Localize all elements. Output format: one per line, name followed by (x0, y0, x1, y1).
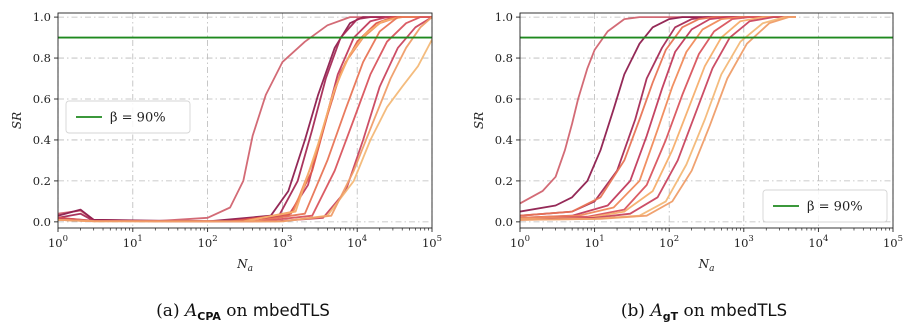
legend-box (65, 100, 191, 134)
x-tick-base: 10 (48, 236, 63, 250)
y-tick-label: 0.2 (33, 174, 51, 188)
x-tick-exponent: 2 (674, 234, 679, 244)
x-tick-exponent: 3 (748, 234, 753, 244)
x-tick-label: 102 (659, 234, 679, 250)
series-line-8 (520, 16, 796, 220)
series-line-7 (520, 16, 796, 220)
x-tick-label: 103 (734, 234, 754, 250)
x-tick-exponent: 4 (823, 234, 828, 244)
x-tick-exponent: 0 (525, 234, 530, 244)
x-tick-exponent: 0 (63, 234, 68, 244)
x-tick-label: 105 (883, 234, 903, 250)
x-tick-base: 10 (585, 236, 600, 250)
y-tick-label: 1.0 (495, 10, 513, 24)
x-tick-exponent: 4 (362, 234, 367, 244)
series-line-1 (520, 16, 796, 205)
series-line-11 (520, 16, 796, 221)
axes-frame (57, 12, 433, 229)
x-tick-exponent: 3 (287, 234, 292, 244)
x-tick-label: 104 (808, 234, 828, 250)
y-tick-label: 0.0 (33, 215, 51, 229)
caption-on: on (221, 301, 253, 321)
series-line-2 (58, 16, 432, 223)
y-tick-label: 0.6 (33, 92, 51, 106)
x-axis-label-sub: a (248, 264, 253, 274)
legend-label: β = 90% (807, 200, 863, 215)
legend-box (762, 189, 888, 223)
y-tick-label: 0.0 (495, 215, 513, 229)
x-axis-label-main: N (698, 257, 710, 271)
x-axis-label: Na (236, 257, 253, 274)
x-tick-label: 100 (510, 234, 530, 250)
series-line-6 (520, 16, 796, 219)
caption-symbol: A (648, 301, 662, 321)
series-line-9 (520, 16, 796, 221)
x-tick-base: 10 (272, 236, 287, 250)
x-axis-label-sub: a (709, 264, 714, 274)
y-tick-label: 0.2 (495, 174, 513, 188)
axes-frame (519, 12, 894, 229)
series-line-4 (520, 16, 796, 217)
series-line-3 (520, 16, 796, 217)
x-tick-base: 10 (123, 236, 138, 250)
x-tick-base: 10 (198, 236, 213, 250)
y-tick-label: 1.0 (33, 10, 51, 24)
x-tick-base: 10 (510, 236, 525, 250)
series-line-2 (520, 16, 796, 213)
x-tick-base: 10 (347, 236, 362, 250)
x-tick-label: 103 (272, 234, 292, 250)
caption-target: mbedTLS (253, 301, 330, 320)
x-tick-label: 102 (198, 234, 218, 250)
caption-symbol: A (183, 301, 197, 321)
caption-subscript: gT (663, 310, 679, 323)
x-tick-base: 10 (883, 236, 898, 250)
series-line-3 (58, 16, 432, 223)
series-group (520, 16, 796, 221)
legend: β = 90% (65, 100, 191, 134)
x-tick-exponent: 5 (898, 234, 903, 244)
y-axis-label: SR (10, 112, 24, 129)
x-tick-label: 104 (347, 234, 367, 250)
series-line-10 (520, 16, 796, 221)
legend-label: β = 90% (110, 111, 166, 126)
x-tick-label: 101 (585, 234, 605, 250)
x-tick-label: 100 (48, 234, 68, 250)
x-tick-exponent: 5 (437, 234, 442, 244)
caption-subscript: CPA (197, 310, 221, 323)
series-line-5 (520, 16, 796, 219)
caption-on: on (678, 301, 710, 321)
x-tick-exponent: 2 (212, 234, 217, 244)
y-tick-label: 0.6 (495, 92, 513, 106)
legend: β = 90% (762, 189, 888, 223)
panel-caption: (a) ACPA on mbedTLS (156, 301, 330, 323)
x-tick-base: 10 (734, 236, 749, 250)
x-tick-base: 10 (422, 236, 437, 250)
x-tick-label: 105 (422, 234, 442, 250)
x-axis-label: Na (698, 257, 715, 274)
y-tick-label: 0.8 (33, 51, 51, 65)
caption-prefix: (b) (621, 301, 651, 321)
x-tick-label: 101 (123, 234, 143, 250)
y-tick-label: 0.4 (33, 133, 51, 147)
x-tick-base: 10 (808, 236, 823, 250)
y-tick-label: 0.8 (495, 51, 513, 65)
panel-caption: (b) AgT on mbedTLS (621, 301, 787, 323)
x-tick-base: 10 (659, 236, 674, 250)
y-tick-label: 0.4 (495, 133, 513, 147)
caption-target: mbedTLS (710, 301, 787, 320)
y-axis-label: SR (472, 112, 486, 129)
caption-prefix: (a) (156, 301, 185, 321)
x-tick-exponent: 1 (599, 234, 604, 244)
x-axis-label-main: N (236, 257, 248, 271)
x-tick-exponent: 1 (137, 234, 142, 244)
